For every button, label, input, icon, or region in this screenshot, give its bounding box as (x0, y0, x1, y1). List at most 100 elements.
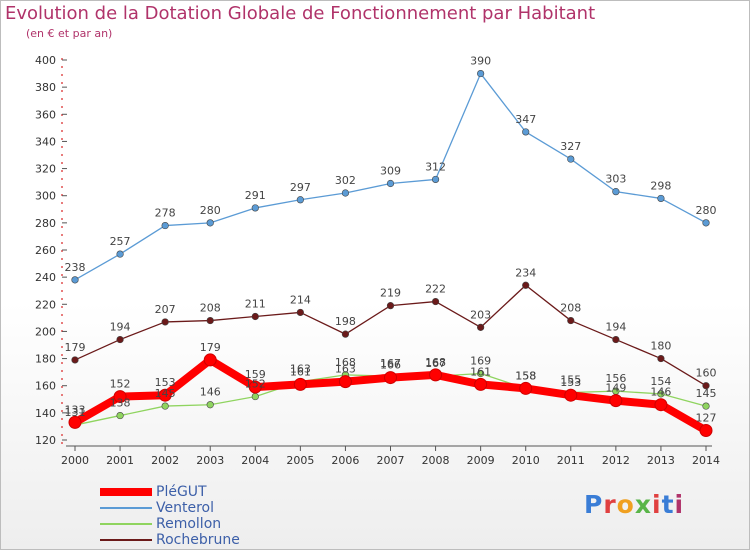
chart-subtitle: (en € et par an) (26, 27, 113, 40)
data-point-rochebrune (522, 281, 530, 289)
data-point-rochebrune (477, 323, 485, 331)
data-label-venterol: 291 (245, 189, 266, 202)
data-point-venterol (522, 128, 530, 136)
legend-item-remollon: Remollon (100, 516, 240, 532)
legend: PléGUT Venterol Remollon Rochebrune (100, 484, 240, 548)
data-label-remollon: 156 (605, 372, 626, 385)
data-label-remollon: 152 (245, 378, 266, 391)
data-label-remollon: 138 (110, 397, 131, 410)
data-point-venterol (657, 194, 665, 203)
data-point-pl-gut (248, 380, 262, 394)
data-point-rochebrune (116, 335, 124, 344)
line-chart: 120 140 160 180 200 220 240 260 280 300 320 340 360 3… (35, 54, 720, 467)
y-tick-label: 140 (35, 407, 56, 420)
x-tick-label: 2013 (647, 454, 675, 467)
data-point-pl-gut (384, 371, 397, 385)
data-point-rochebrune (567, 316, 575, 325)
data-label-venterol: 278 (155, 207, 176, 220)
data-label-venterol: 347 (515, 113, 536, 126)
data-label-rochebrune: 207 (155, 303, 176, 316)
x-tick-label: 2003 (196, 454, 224, 467)
data-label-venterol: 298 (650, 179, 671, 192)
x-tick-label: 2006 (331, 454, 359, 467)
data-label-pl-gut: 179 (200, 341, 221, 354)
y-tick-label: 280 (35, 217, 56, 230)
data-point-venterol (702, 219, 710, 227)
logo-letter: P (584, 490, 604, 519)
y-tick-label: 400 (35, 54, 56, 67)
data-label-remollon: 155 (560, 374, 581, 387)
legend-label-pl-gut: PléGUT (156, 484, 207, 500)
data-label-rochebrune: 180 (650, 340, 671, 353)
data-label-pl-gut: 153 (155, 376, 176, 389)
data-label-venterol: 297 (290, 181, 311, 194)
data-label-rochebrune: 234 (515, 266, 536, 279)
y-tick-label: 320 (35, 163, 56, 176)
data-point-remollon (251, 392, 259, 401)
y-tick-label: 220 (35, 298, 56, 311)
data-label-pl-gut: 152 (110, 378, 131, 391)
x-tick-label: 2012 (602, 454, 630, 467)
data-label-rochebrune: 208 (560, 302, 581, 315)
y-tick-label: 260 (35, 244, 56, 257)
data-label-remollon: 158 (515, 369, 536, 382)
data-label-pl-gut: 133 (65, 403, 86, 416)
data-point-venterol (71, 276, 79, 284)
data-point-pl-gut (654, 398, 668, 412)
data-label-venterol: 280 (696, 204, 717, 217)
data-label-rochebrune: 179 (65, 341, 86, 354)
data-point-rochebrune (386, 302, 395, 310)
y-tick-label: 360 (35, 108, 56, 121)
logo-letter: r (603, 490, 617, 519)
data-point-pl-gut (113, 390, 127, 404)
data-point-remollon (702, 402, 710, 410)
data-label-venterol: 280 (200, 204, 221, 217)
data-label-rochebrune: 194 (605, 321, 626, 334)
data-point-rochebrune (612, 335, 620, 344)
data-point-venterol (251, 204, 259, 212)
data-label-remollon: 169 (470, 355, 491, 368)
data-label-rochebrune: 222 (425, 283, 446, 296)
data-point-remollon (206, 401, 214, 409)
logo-letter: t (661, 490, 675, 519)
y-tick-label: 340 (35, 135, 56, 148)
data-label-pl-gut: 166 (380, 359, 401, 372)
data-label-venterol: 238 (65, 261, 86, 274)
x-tick-label: 2010 (512, 454, 540, 467)
data-label-pl-gut: 153 (560, 376, 581, 389)
data-label-remollon: 163 (290, 363, 311, 376)
series-venterol (71, 69, 710, 284)
data-point-rochebrune (251, 312, 259, 321)
data-point-rochebrune (702, 382, 710, 390)
data-label-rochebrune: 214 (290, 293, 311, 306)
legend-item-rochebrune: Rochebrune (100, 532, 240, 548)
data-point-venterol (116, 250, 124, 258)
logo-letter: x (634, 490, 652, 519)
data-point-rochebrune (206, 316, 214, 325)
logo-letter: i (652, 490, 662, 519)
data-point-pl-gut (519, 381, 533, 395)
logo-letter: i (674, 490, 685, 519)
y-tick-label: 120 (35, 434, 56, 447)
data-label-pl-gut: 163 (335, 363, 356, 376)
data-label-rochebrune: 203 (470, 308, 491, 321)
data-label-venterol: 303 (605, 173, 626, 186)
data-label-remollon: 131 (65, 406, 86, 419)
data-point-venterol (161, 221, 169, 230)
x-tick-label: 2007 (377, 454, 405, 467)
data-label-rochebrune: 198 (335, 315, 356, 328)
data-point-pl-gut (293, 377, 307, 391)
legend-label-rochebrune: Rochebrune (156, 532, 240, 548)
data-point-venterol (431, 175, 440, 184)
data-point-rochebrune (431, 297, 440, 306)
data-point-venterol (386, 179, 395, 188)
data-point-remollon (116, 411, 124, 420)
data-label-venterol: 327 (560, 140, 581, 153)
x-tick-label: 2005 (286, 454, 314, 467)
data-label-pl-gut: 158 (515, 369, 536, 382)
data-point-rochebrune (161, 318, 169, 326)
data-point-pl-gut (609, 394, 623, 408)
data-point-venterol (296, 196, 304, 204)
data-point-rochebrune (657, 354, 665, 363)
data-label-rochebrune: 211 (245, 298, 266, 311)
